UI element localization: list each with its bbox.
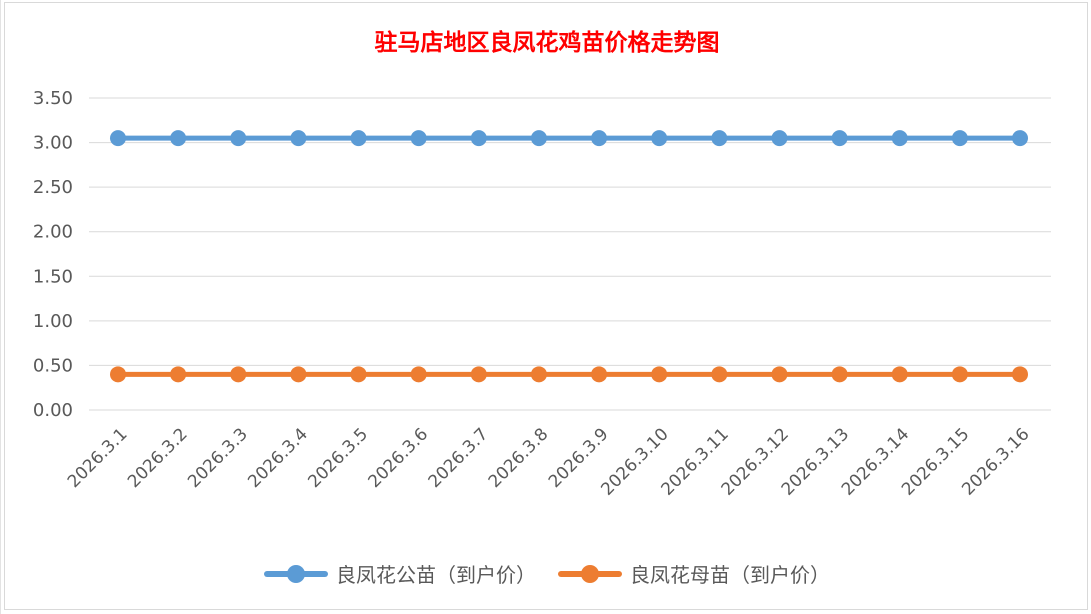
x-tick-label: 2026.3.7 [425, 424, 493, 492]
data-point [290, 130, 307, 147]
data-point [230, 130, 247, 147]
data-point [110, 366, 126, 383]
x-tick-label: 2026.3.5 [304, 424, 372, 492]
data-point [530, 130, 547, 147]
data-point [410, 366, 427, 383]
x-tick-label: 2026.3.3 [184, 424, 252, 492]
legend-swatch-female [558, 562, 622, 586]
legend: 良凤花公苗（到户价） 良凤花母苗（到户价） [5, 559, 1089, 588]
y-tick-label: 2.50 [33, 177, 73, 198]
plot-area: 0.00 0.50 1.00 1.50 2.00 2.50 3.00 3.50 2026.3.1… [33, 88, 1051, 500]
y-tick-label: 1.50 [33, 266, 73, 287]
data-point [110, 130, 126, 147]
data-point [711, 130, 728, 147]
legend-item-male: 良凤花公苗（到户价） [264, 559, 536, 588]
data-point [831, 130, 848, 147]
data-point [891, 130, 908, 147]
x-tick-label: 2026.3.6 [365, 424, 433, 492]
data-point [470, 366, 487, 383]
data-point [891, 366, 908, 383]
y-tick-label: 3.50 [33, 88, 73, 109]
y-tick-label: 2.00 [33, 222, 73, 243]
data-point [350, 366, 367, 383]
chart-title: 驻马店地区良凤花鸡苗价格走势图 [374, 29, 720, 56]
data-point [530, 366, 547, 383]
data-point [1012, 130, 1028, 147]
legend-item-female: 良凤花母苗（到户价） [558, 559, 830, 588]
data-point [410, 130, 427, 147]
chart-area[interactable]: 驻马店地区良凤花鸡苗价格走势图 0.00 0.50 1.00 1.50 2.00 2.50… [4, 2, 1088, 610]
data-point [771, 366, 788, 383]
data-point [651, 366, 668, 383]
data-point [170, 130, 187, 147]
legend-label-male: 良凤花公苗（到户价） [336, 563, 536, 587]
y-tick-label: 0.50 [33, 355, 73, 376]
x-tick-label: 2026.3.2 [124, 424, 192, 492]
y-tick-label: 0.00 [33, 400, 73, 421]
data-point [951, 366, 968, 383]
data-point [290, 366, 307, 383]
data-point [771, 130, 788, 147]
data-point [1012, 366, 1028, 383]
data-point [711, 366, 728, 383]
data-point [951, 130, 968, 147]
data-point [230, 366, 247, 383]
x-tick-label: 2026.3.8 [485, 424, 553, 492]
legend-label-female: 良凤花母苗（到户价） [630, 563, 830, 587]
data-point [651, 130, 668, 147]
x-tick-label: 2026.3.1 [64, 424, 132, 492]
legend-swatch-male [264, 562, 328, 586]
data-point [831, 366, 848, 383]
data-point [591, 366, 608, 383]
data-point [591, 130, 608, 147]
y-tick-label: 3.00 [33, 133, 73, 154]
x-tick-label: 2026.3.4 [244, 424, 312, 492]
data-point [170, 366, 187, 383]
y-tick-label: 1.00 [33, 311, 73, 332]
data-point [470, 130, 487, 147]
data-point [350, 130, 367, 147]
